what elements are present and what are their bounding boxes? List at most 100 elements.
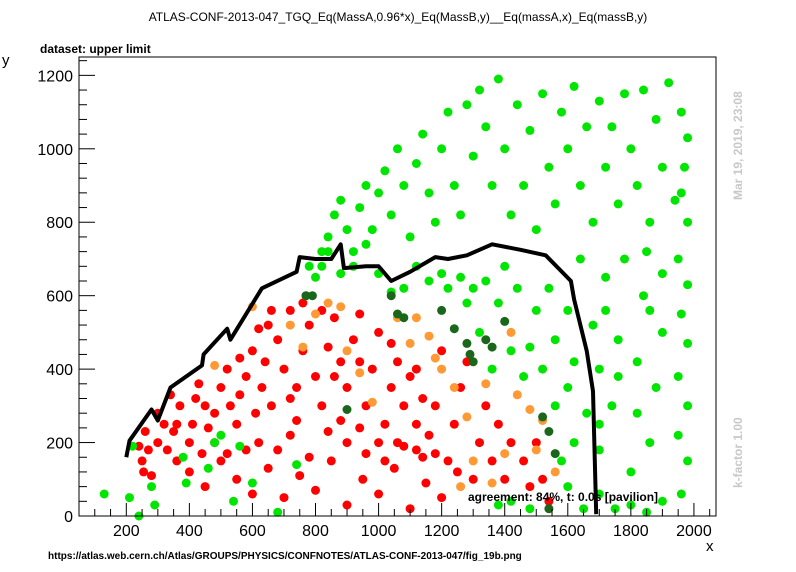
data-point-green xyxy=(673,430,683,440)
data-point-red xyxy=(247,489,257,499)
data-point-green xyxy=(575,254,585,264)
data-point-darkgreen xyxy=(487,342,497,352)
data-point-red xyxy=(254,438,264,448)
data-point-green xyxy=(304,261,314,271)
data-point-red xyxy=(147,471,156,481)
data-point-green xyxy=(683,133,693,143)
data-point-green xyxy=(683,217,693,227)
source-url: https://atlas.web.cern.ch/Atlas/GROUPS/P… xyxy=(48,551,522,562)
data-point-green xyxy=(563,383,573,392)
data-point-red xyxy=(386,383,396,392)
data-point-orange xyxy=(411,313,421,323)
data-point-green xyxy=(626,144,636,154)
data-point-red xyxy=(273,445,283,455)
data-point-orange xyxy=(531,445,541,455)
data-point-green xyxy=(651,114,661,124)
data-point-green xyxy=(311,272,320,282)
data-point-green xyxy=(361,181,371,190)
data-point-red xyxy=(405,504,415,514)
data-point-green xyxy=(642,247,652,257)
data-point-red xyxy=(386,338,396,348)
data-point-orange xyxy=(487,478,497,488)
data-point-red xyxy=(506,438,516,448)
plot-frame xyxy=(78,56,717,517)
data-point-green xyxy=(683,338,693,348)
data-point-green xyxy=(336,269,346,279)
data-point-green xyxy=(613,199,623,209)
data-point-green xyxy=(405,232,415,242)
data-point-darkgreen xyxy=(462,338,472,348)
data-point-green xyxy=(538,89,548,99)
data-point-red xyxy=(405,372,415,381)
data-point-green xyxy=(673,372,683,381)
data-point-red xyxy=(342,383,352,392)
data-point-green xyxy=(99,489,109,499)
data-point-green xyxy=(500,144,510,154)
data-point-green xyxy=(150,500,160,510)
data-point-red xyxy=(336,357,346,367)
data-point-darkgreen xyxy=(307,291,317,301)
y-tick-label: 200 xyxy=(46,436,73,453)
data-point-red xyxy=(216,456,226,466)
data-point-green xyxy=(613,335,623,345)
data-point-red xyxy=(139,467,149,477)
data-point-green xyxy=(181,478,191,488)
data-point-orange xyxy=(424,331,434,341)
data-point-green xyxy=(147,482,156,492)
data-point-green xyxy=(657,269,667,279)
data-point-red xyxy=(311,485,320,495)
data-point-red xyxy=(468,474,478,484)
data-point-darkgreen xyxy=(538,412,548,422)
data-point-red xyxy=(191,394,201,403)
data-point-green xyxy=(670,195,680,205)
data-point-red xyxy=(194,379,204,389)
data-point-green xyxy=(645,438,655,448)
data-point-red xyxy=(418,394,428,403)
y-tick-label: 1000 xyxy=(37,142,73,159)
data-point-red xyxy=(143,445,153,455)
data-point-darkgreen xyxy=(465,349,475,359)
data-point-green xyxy=(361,239,371,249)
data-point-red xyxy=(197,449,207,459)
data-point-red xyxy=(519,456,529,466)
data-point-green xyxy=(610,504,620,514)
data-point-green xyxy=(544,162,554,172)
x-tick-label: 1200 xyxy=(424,523,460,540)
data-point-green xyxy=(493,298,503,308)
data-point-green xyxy=(676,188,686,198)
data-point-red xyxy=(285,430,295,440)
data-point-red xyxy=(169,427,179,436)
data-point-green xyxy=(531,225,541,235)
data-point-green xyxy=(481,122,491,132)
data-point-green xyxy=(657,496,667,506)
data-point-green xyxy=(475,327,484,337)
data-point-darkgreen xyxy=(481,335,491,345)
data-point-green xyxy=(601,162,611,172)
data-point-red xyxy=(235,390,245,400)
data-point-red xyxy=(449,419,459,429)
data-point-orange xyxy=(367,397,377,407)
data-point-green xyxy=(317,261,327,271)
data-point-green xyxy=(512,283,522,293)
data-point-red xyxy=(374,489,384,499)
data-point-green xyxy=(639,85,648,95)
data-point-orange xyxy=(500,449,510,459)
data-point-red xyxy=(421,478,431,488)
data-point-red xyxy=(487,456,497,466)
data-point-orange xyxy=(456,482,466,492)
data-point-green xyxy=(449,181,459,190)
y-tick-label: 1200 xyxy=(37,68,73,85)
timestamp-side-text: Mar 19, 2019, 23:08 xyxy=(731,91,745,200)
data-point-green xyxy=(512,100,522,110)
data-point-red xyxy=(393,438,402,448)
chart-title: ATLAS-CONF-2013-047_TGQ_Eq(MassA,0.96*x)… xyxy=(148,10,648,24)
data-point-red xyxy=(285,394,295,403)
y-tick-label: 400 xyxy=(46,362,73,379)
data-point-red xyxy=(203,423,213,433)
axis-layer: 200 400 600 800 1000 1200 1400 1600 1800 2000 0 200… xyxy=(37,60,712,540)
data-point-green xyxy=(125,493,134,503)
data-point-green xyxy=(550,401,560,411)
data-point-green xyxy=(544,283,554,293)
data-point-green xyxy=(673,254,683,264)
